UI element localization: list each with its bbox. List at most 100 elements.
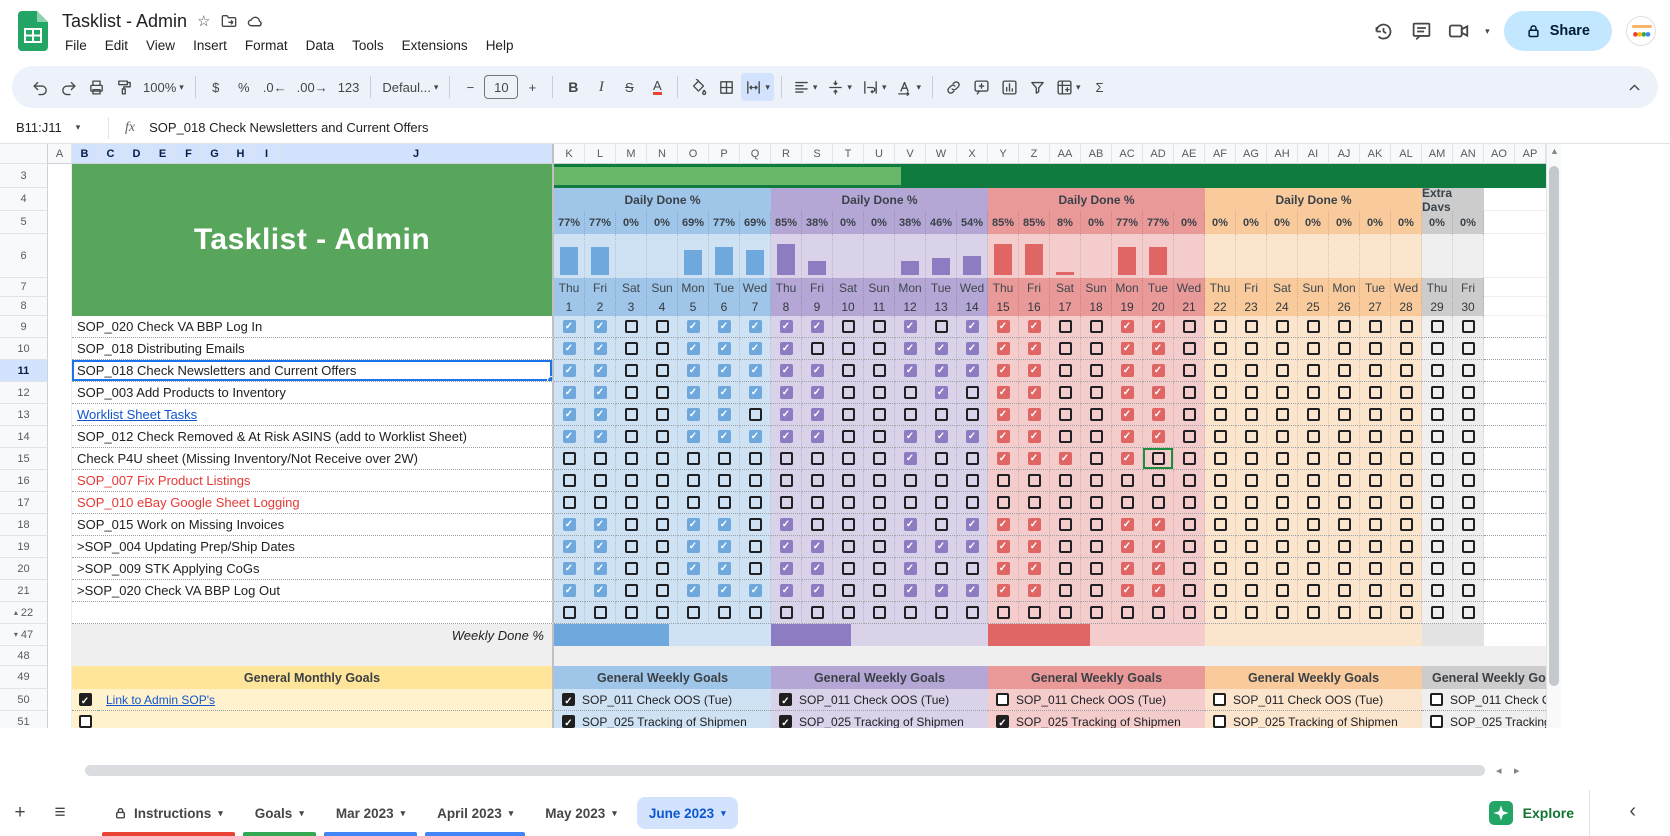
cell-blank[interactable] — [1484, 404, 1546, 426]
col-header-AN[interactable]: AN — [1453, 144, 1484, 164]
checkbox-cell-r10-d13[interactable]: ✓ — [926, 338, 957, 360]
checkbox-cell-r19-d11[interactable] — [864, 536, 895, 558]
checkbox-cell-r14-d5[interactable]: ✓ — [678, 426, 709, 448]
daily-pct-20[interactable]: 77% — [1143, 211, 1174, 234]
weekly-goal-cell-w2-r51[interactable]: ✓ SOP_025 Tracking of Shipmen — [771, 711, 988, 728]
checkbox-cell-r19-d2[interactable]: ✓ — [585, 536, 616, 558]
checkbox-cell-r18-d30[interactable] — [1453, 514, 1484, 536]
checkbox-checked[interactable]: ✓ — [717, 386, 731, 399]
daily-pct-4[interactable]: 0% — [647, 211, 678, 234]
checkbox-cell-r10-d7[interactable]: ✓ — [740, 338, 771, 360]
daily-bar-18[interactable] — [1081, 234, 1112, 278]
checkbox-unchecked[interactable] — [1337, 496, 1351, 509]
checkbox-cell-r13-d14[interactable] — [957, 404, 988, 426]
cell-blank-task[interactable] — [72, 602, 554, 624]
weekly-goals-header-week4[interactable]: General Weekly Goals — [1205, 666, 1422, 689]
checkbox-cell-r17-d29[interactable] — [1422, 492, 1453, 514]
date-label-6[interactable]: 6 — [709, 297, 740, 316]
checkbox-checked[interactable]: ✓ — [779, 364, 793, 377]
col-header-AC[interactable]: AC — [1112, 144, 1143, 164]
sheet-tab-april-2023[interactable]: April 2023 ▾ — [421, 790, 529, 836]
bold[interactable]: B — [568, 79, 579, 95]
checkbox-checked[interactable]: ✓ — [903, 320, 917, 333]
checkbox-checked[interactable]: ✓ — [593, 562, 607, 575]
checkbox-unchecked[interactable] — [1399, 386, 1413, 399]
daily-bar-2[interactable] — [585, 234, 616, 278]
checkbox-unchecked[interactable] — [1306, 540, 1320, 553]
increase-font-size[interactable]: + — [528, 79, 537, 95]
checkbox-checked[interactable]: ✓ — [562, 693, 575, 707]
checkbox-cell-r9-d9[interactable]: ✓ — [802, 316, 833, 338]
checkbox-unchecked[interactable] — [810, 474, 824, 487]
checkbox-unchecked[interactable] — [748, 540, 762, 553]
checkbox-checked[interactable]: ✓ — [1027, 562, 1041, 575]
checkbox-cell-r18-d17[interactable] — [1050, 514, 1081, 536]
date-label-21[interactable]: 21 — [1174, 297, 1205, 316]
checkbox-unchecked[interactable] — [1244, 430, 1258, 443]
day-label-26[interactable]: Mon — [1329, 278, 1360, 297]
checkbox-cell-r13-d27[interactable] — [1360, 404, 1391, 426]
checkbox-cell-r9-d30[interactable] — [1453, 316, 1484, 338]
checkbox-cell-r22-d1[interactable] — [554, 602, 585, 624]
checkbox-unchecked[interactable] — [655, 518, 669, 531]
checkbox-cell-r21-d30[interactable] — [1453, 580, 1484, 602]
checkbox-cell-r10-d5[interactable]: ✓ — [678, 338, 709, 360]
more-formats[interactable]: 123 — [337, 79, 360, 95]
date-label-28[interactable]: 28 — [1391, 297, 1422, 316]
checkbox-checked[interactable]: ✓ — [779, 430, 793, 443]
checkbox-cell-r16-d29[interactable] — [1422, 470, 1453, 492]
cell-colA[interactable] — [48, 580, 72, 602]
checkbox-checked[interactable]: ✓ — [1027, 430, 1041, 443]
checkbox-cell-r15-d11[interactable] — [864, 448, 895, 470]
checkbox-cell-r9-d29[interactable] — [1422, 316, 1453, 338]
checkbox-cell-r14-d22[interactable] — [1205, 426, 1236, 448]
checkbox-cell-r11-d1[interactable]: ✓ — [554, 360, 585, 382]
checkbox-unchecked[interactable] — [1182, 452, 1196, 465]
col-header-AK[interactable]: AK — [1360, 144, 1391, 164]
col-header-V[interactable]: V — [895, 144, 926, 164]
checkbox-cell-r12-d8[interactable]: ✓ — [771, 382, 802, 404]
checkbox-unchecked[interactable] — [1182, 496, 1196, 509]
checkbox-unchecked[interactable] — [1275, 342, 1289, 355]
checkbox-unchecked[interactable] — [1275, 540, 1289, 553]
checkbox-unchecked[interactable] — [934, 562, 948, 575]
checkbox-cell-r15-d20[interactable] — [1143, 448, 1174, 470]
checkbox-cell-r18-d21[interactable] — [1174, 514, 1205, 536]
daily-bar-28[interactable] — [1391, 234, 1422, 278]
checkbox-cell-r22-d15[interactable] — [988, 602, 1019, 624]
checkbox-unchecked[interactable] — [1399, 606, 1413, 619]
checkbox-checked[interactable]: ✓ — [1151, 408, 1165, 421]
video-call-icon[interactable] — [1447, 19, 1471, 43]
checkbox-checked[interactable]: ✓ — [996, 430, 1010, 443]
checkbox-cell-r15-d15[interactable]: ✓ — [988, 448, 1019, 470]
checkbox-unchecked[interactable] — [872, 364, 886, 377]
checkbox-cell-r21-d23[interactable] — [1236, 580, 1267, 602]
checkbox-cell-r21-d8[interactable]: ✓ — [771, 580, 802, 602]
checkbox-unchecked[interactable] — [593, 452, 607, 465]
cell-blank[interactable] — [1484, 360, 1546, 382]
checkbox-cell-r10-d30[interactable] — [1453, 338, 1484, 360]
col-header-T[interactable]: T — [833, 144, 864, 164]
checkbox-unchecked[interactable] — [1058, 386, 1072, 399]
checkbox-cell-r12-d21[interactable] — [1174, 382, 1205, 404]
checkbox-cell-r16-d12[interactable] — [895, 470, 926, 492]
daily-bar-29[interactable] — [1422, 234, 1453, 278]
row-header-48[interactable]: 48 — [0, 646, 48, 666]
checkbox-checked[interactable]: ✓ — [810, 386, 824, 399]
daily-bar-6[interactable] — [709, 234, 740, 278]
daily-pct-6[interactable]: 77% — [709, 211, 740, 234]
checkbox-cell-r11-d24[interactable] — [1267, 360, 1298, 382]
checkbox-cell-r16-d1[interactable] — [554, 470, 585, 492]
checkbox-unchecked[interactable] — [1430, 540, 1444, 553]
cell-colA[interactable] — [48, 188, 72, 211]
daily-pct-24[interactable]: 0% — [1267, 211, 1298, 234]
checkbox-cell-r9-d4[interactable] — [647, 316, 678, 338]
checkbox-cell-r17-d26[interactable] — [1329, 492, 1360, 514]
checkbox-unchecked[interactable] — [1275, 496, 1289, 509]
checkbox-cell-r17-d30[interactable] — [1453, 492, 1484, 514]
cell-colA[interactable] — [48, 338, 72, 360]
daily-pct-29[interactable]: 0% — [1422, 211, 1453, 234]
checkbox-unchecked[interactable] — [1058, 364, 1072, 377]
col-header-B[interactable]: B — [72, 144, 98, 164]
checkbox-cell-r22-d24[interactable] — [1267, 602, 1298, 624]
